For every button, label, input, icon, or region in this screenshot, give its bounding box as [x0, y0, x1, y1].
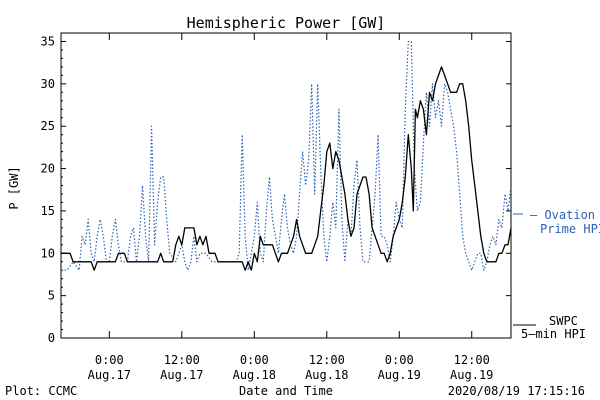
series-ovation-prime-line	[61, 40, 512, 271]
plot-credit: Plot: CCMC	[5, 384, 77, 398]
x-tick-label-time: 12:00	[309, 353, 345, 367]
chart-title: Hemispheric Power [GW]	[187, 14, 386, 32]
legend-swpc-line1: SWPC	[549, 314, 578, 328]
legend-ovation-line1: — Ovation	[530, 208, 595, 222]
y-tick-label: 0	[48, 331, 55, 345]
y-axis-label: P [GW]	[7, 166, 21, 209]
x-tick-label-date: Aug.18	[305, 368, 348, 382]
x-tick-label-date: Aug.17	[88, 368, 131, 382]
x-tick-label-date: Aug.17	[160, 368, 203, 382]
y-tick-label: 35	[41, 34, 55, 48]
y-tick-label: 30	[41, 77, 55, 91]
plot-timestamp: 2020/08/19 17:15:16	[448, 384, 585, 398]
x-tick-label-date: Aug.19	[450, 368, 493, 382]
x-axis-label: Date and Time	[239, 384, 333, 398]
y-tick-label: 5	[48, 289, 55, 303]
y-tick-label: 15	[41, 204, 55, 218]
plot-area: 051015202530350:00Aug.1712:00Aug.170:00A…	[41, 32, 512, 382]
legend-ovation-line2: Prime HPI	[540, 222, 600, 236]
x-tick-label-time: 0:00	[240, 353, 269, 367]
y-tick-label: 10	[41, 246, 55, 260]
x-tick-label-date: Aug.19	[378, 368, 421, 382]
y-tick-label: 25	[41, 119, 55, 133]
x-tick-label-time: 12:00	[164, 353, 200, 367]
plot-frame	[60, 32, 512, 339]
y-tick-label: 20	[41, 162, 55, 176]
x-tick-label-time: 0:00	[385, 353, 414, 367]
legend-swpc-line2: 5–min HPI	[521, 327, 586, 341]
x-tick-label-time: 12:00	[454, 353, 490, 367]
x-tick-label-time: 0:00	[95, 353, 124, 367]
series-swpc-line	[61, 66, 512, 271]
x-tick-label-date: Aug.18	[233, 368, 276, 382]
